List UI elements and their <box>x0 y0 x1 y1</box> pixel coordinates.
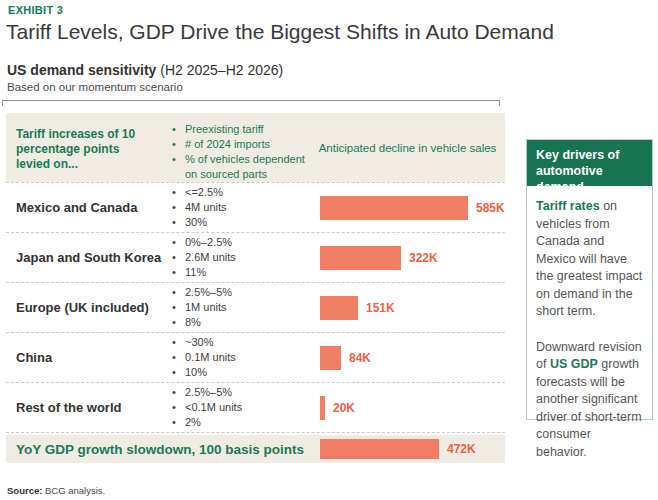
bar <box>320 246 401 270</box>
region-label: China <box>6 350 166 366</box>
gdp-row-label: YoY GDP growth slowdown, 100 basis point… <box>6 442 304 457</box>
region-label: Mexico and Canada <box>6 200 166 216</box>
table-row: Rest of the world 2.5%–5% <0.1M units 2%… <box>6 382 505 432</box>
row-bullet: 2.5%–5% <box>172 285 310 300</box>
row-bullet-list: 2.5%–5% 1M units 8% <box>166 285 310 330</box>
column-header-decline: Anticipated decline in vehicle sales <box>310 113 505 182</box>
bar-value-label: 84K <box>349 351 371 365</box>
table-row: Japan and South Korea 0%–2.5% 2.6M units… <box>6 232 505 282</box>
table-row: China ~30% 0.1M units 10% 84K <box>6 332 505 382</box>
exhibit-number: EXHIBIT 3 <box>8 4 63 16</box>
paragraph-text: growth forecasts will be another signifi… <box>536 357 642 459</box>
region-label: Europe (UK included) <box>6 300 166 316</box>
row-bullet: 2.5%–5% <box>172 385 310 400</box>
region-label: Japan and South Korea <box>6 250 166 266</box>
row-bullet: 1M units <box>172 300 310 315</box>
key-driver-paragraph: Tariff rates on vehicles from Canada and… <box>536 198 643 321</box>
bar-value-label: 151K <box>366 301 395 315</box>
row-bullet: 4M units <box>172 200 310 215</box>
bar-cell: 472K <box>320 435 476 463</box>
bar-cell: 322K <box>310 246 505 270</box>
bar-cell: 151K <box>310 296 505 320</box>
row-bullet: <=2.5% <box>172 185 310 200</box>
bar-cell: 84K <box>310 346 505 370</box>
axis-tick-left <box>2 100 3 106</box>
key-drivers-title: Key drivers of automotive demand <box>527 140 652 186</box>
bar <box>320 346 341 370</box>
bar-cell: 20K <box>310 396 505 420</box>
key-term: Tariff rates <box>536 199 600 213</box>
row-bullet: 2.6M units <box>172 250 310 265</box>
column-header-tariff: Tariff increases of 10 percentage points… <box>6 113 156 182</box>
row-bullet-list: <=2.5% 4M units 30% <box>166 185 310 230</box>
key-drivers-body: Tariff rates on vehicles from Canada and… <box>527 186 652 461</box>
table-row: Mexico and Canada <=2.5% 4M units 30% 58… <box>6 182 505 232</box>
source-label: Source: <box>7 485 42 496</box>
chart-subtitle: US demand sensitivity (H2 2025–H2 2026) <box>7 62 283 78</box>
row-bullet: 0%–2.5% <box>172 235 310 250</box>
row-bullet: 10% <box>172 365 310 380</box>
metric-bullet: Preexisting tariff <box>172 122 310 137</box>
table-rows: Mexico and Canada <=2.5% 4M units 30% 58… <box>6 182 505 432</box>
row-bullet-list: 2.5%–5% <0.1M units 2% <box>166 385 310 430</box>
gdp-row: YoY GDP growth slowdown, 100 basis point… <box>6 435 505 463</box>
row-bullet: 11% <box>172 265 310 280</box>
scenario-note: Based on our momentum scenario <box>7 81 183 93</box>
bar <box>320 396 325 420</box>
axis-line <box>2 100 500 101</box>
key-drivers-panel: Key drivers of automotive demand Tariff … <box>526 139 653 420</box>
bar <box>320 296 358 320</box>
axis-bracket <box>2 100 500 107</box>
bar-cell: 585K <box>310 196 505 220</box>
row-bullet: ~30% <box>172 335 310 350</box>
row-bullet: 8% <box>172 315 310 330</box>
metric-bullet-list: Preexisting tariff # of 2024 imports % o… <box>166 122 310 182</box>
axis-tick-right <box>499 100 500 106</box>
source-text: BCG analysis. <box>42 485 105 496</box>
bar <box>320 196 468 220</box>
row-bullet: <0.1M units <box>172 400 310 415</box>
key-term: US GDP <box>550 357 598 371</box>
subtitle-bold: US demand sensitivity <box>7 62 160 78</box>
demand-table: Tariff increases of 10 percentage points… <box>6 113 505 463</box>
row-divider <box>6 432 505 433</box>
paragraph-text: on vehicles from Canada and Mexico will … <box>536 199 642 318</box>
bar <box>320 439 439 459</box>
bar-value-label: 585K <box>476 201 505 215</box>
row-bullet-list: ~30% 0.1M units 10% <box>166 335 310 380</box>
row-bullet: 2% <box>172 415 310 430</box>
table-row: Europe (UK included) 2.5%–5% 1M units 8%… <box>6 282 505 332</box>
key-driver-paragraph: Downward revision of US GDP growth forec… <box>536 339 643 462</box>
bar-value-label: 322K <box>409 251 438 265</box>
subtitle-period: (H2 2025–H2 2026) <box>160 62 283 78</box>
metric-bullet: # of 2024 imports <box>172 137 310 152</box>
region-label: Rest of the world <box>6 400 166 416</box>
bar-value-label: 472K <box>447 442 476 456</box>
row-bullet: 0.1M units <box>172 350 310 365</box>
column-header-metrics: Preexisting tariff # of 2024 imports % o… <box>166 113 310 182</box>
bar-value-label: 20K <box>333 401 355 415</box>
source-note: Source: BCG analysis. <box>7 485 105 496</box>
row-bullet: 30% <box>172 215 310 230</box>
metric-bullet: % of vehicles dependent on sourced parts <box>172 152 310 182</box>
table-header-band: Tariff increases of 10 percentage points… <box>6 113 505 182</box>
page-title: Tariff Levels, GDP Drive the Biggest Shi… <box>6 20 554 44</box>
row-bullet-list: 0%–2.5% 2.6M units 11% <box>166 235 310 280</box>
